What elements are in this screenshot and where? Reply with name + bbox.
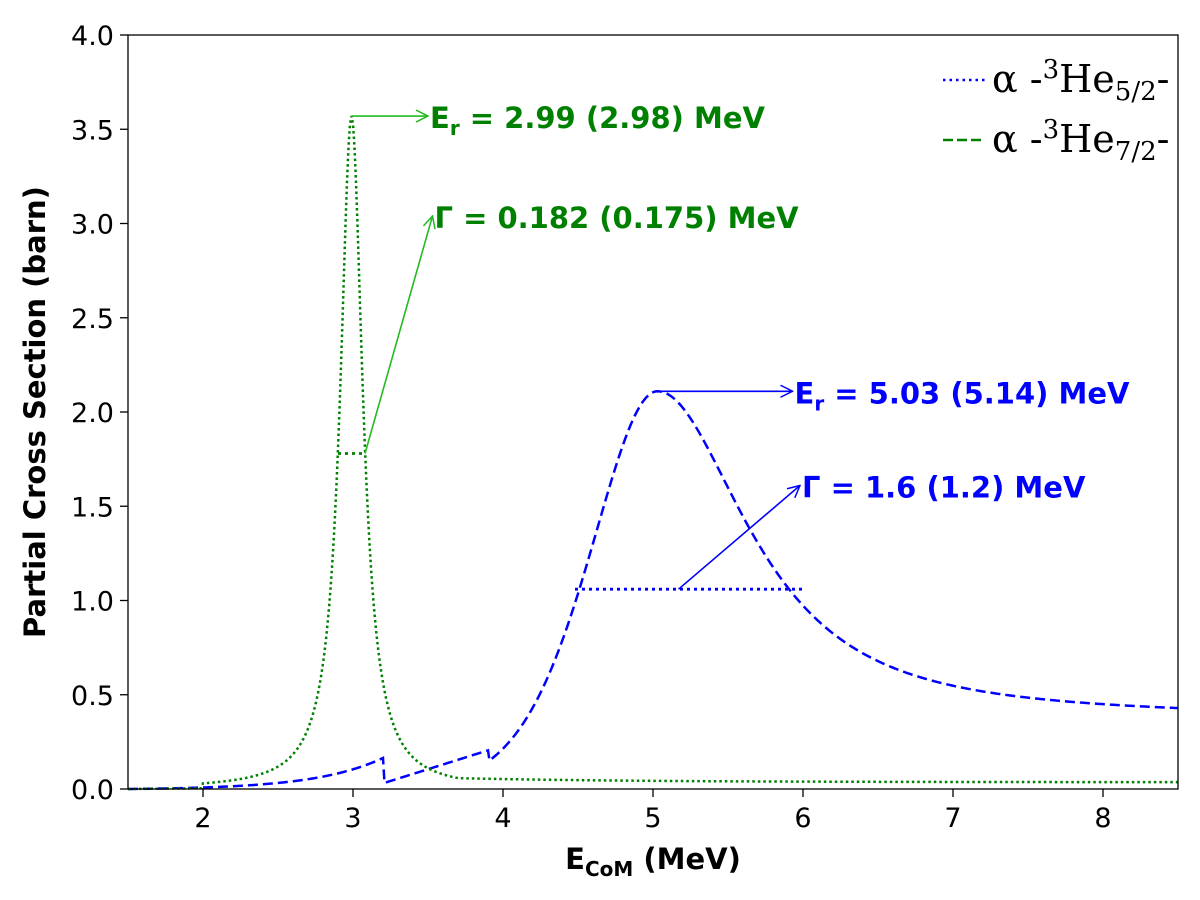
legend-label-he72: α -3He7/2- xyxy=(992,115,1169,167)
x-tick-label: 8 xyxy=(1094,803,1111,834)
x-tick-label: 5 xyxy=(644,803,661,834)
y-tick-label: 0.0 xyxy=(71,775,114,806)
series-he52-line xyxy=(127,390,1179,791)
legend-entry-he52: α -3He5/2- xyxy=(943,55,1169,107)
y-tick-label: 4.0 xyxy=(71,21,114,52)
y-tick-label: 3.5 xyxy=(71,115,114,146)
x-tick-label: 2 xyxy=(194,803,211,834)
annotation-label: Er = 5.03 (5.14) MeV xyxy=(795,376,1131,415)
annotation-arrow xyxy=(364,216,433,454)
y-tick-label: 1.0 xyxy=(71,587,114,618)
y-tick-label: 0.5 xyxy=(71,681,114,712)
x-axis-title: ECoM (MeV) xyxy=(565,842,741,881)
x-tick-label: 3 xyxy=(344,803,361,834)
x-axis-ticks: 2 3 4 5 6 7 8 xyxy=(194,789,1112,834)
annotation-label: Γ = 1.6 (1.2) MeV xyxy=(802,471,1086,505)
half-max-layer xyxy=(338,452,803,591)
y-tick-label: 3.0 xyxy=(71,210,114,241)
y-axis-title: Partial Cross Section (barn) xyxy=(18,186,52,638)
x-tick-label: 7 xyxy=(944,803,961,834)
annotation-label: Γ = 0.182 (0.175) MeV xyxy=(435,201,800,235)
y-tick-label: 1.5 xyxy=(71,492,114,523)
y-axis-ticks: 0.0 0.5 1.0 1.5 2.0 2.5 3.0 3.5 4.0 xyxy=(71,21,128,806)
series-layer xyxy=(127,115,1179,791)
series-he72-line xyxy=(127,115,1178,791)
y-tick-label: 2.5 xyxy=(71,304,114,335)
y-tick-label: 2.0 xyxy=(71,398,114,429)
annotation-label: Er = 2.99 (2.98) MeV xyxy=(430,101,766,140)
annotation-arrow xyxy=(677,486,801,590)
legend-entry-he72: α -3He7/2- xyxy=(943,115,1169,167)
x-tick-label: 4 xyxy=(494,803,511,834)
legend: α -3He5/2- α -3He7/2- xyxy=(943,55,1169,167)
x-tick-label: 6 xyxy=(794,803,811,834)
annotation-layer: Er = 2.99 (2.98) MeV Γ = 0.182 (0.175) Me… xyxy=(351,101,1131,590)
legend-label-he52: α -3He5/2- xyxy=(992,55,1169,107)
